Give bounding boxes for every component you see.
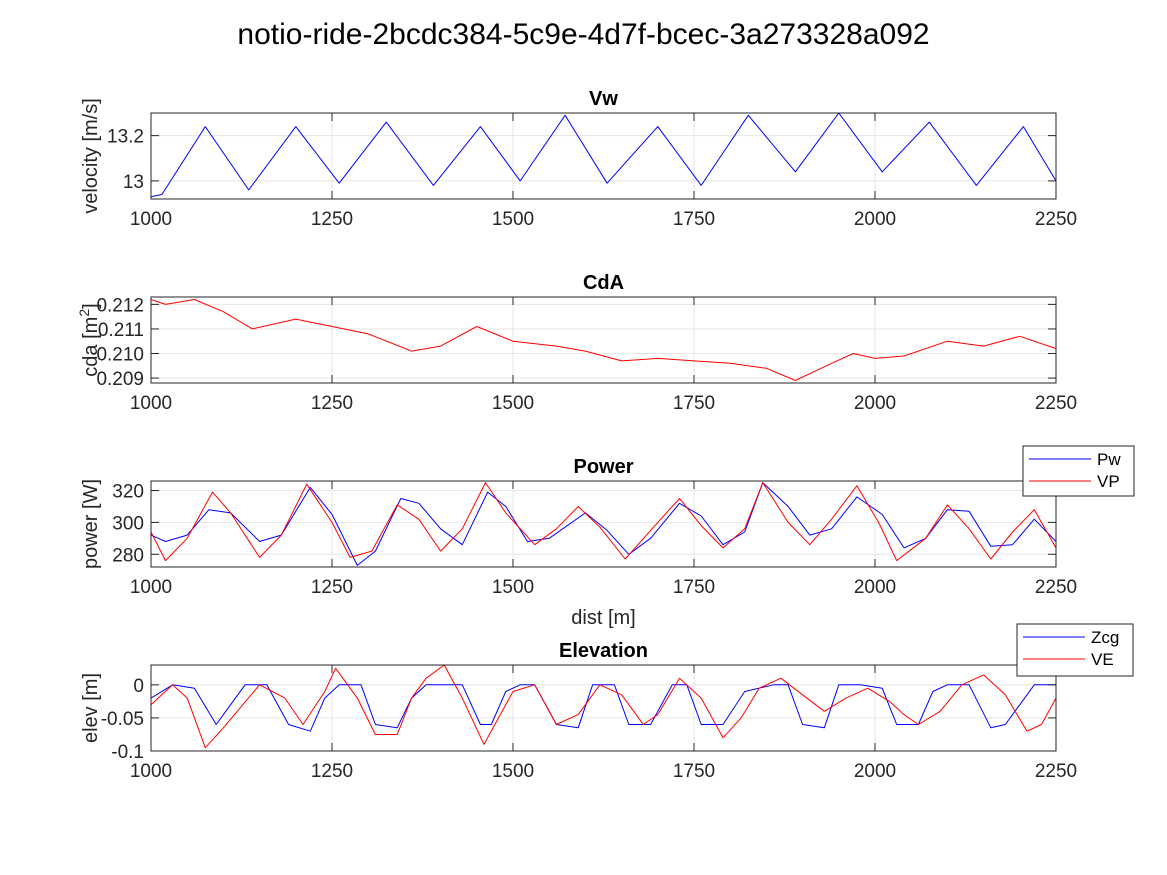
y-tick-label: -0.05 — [101, 709, 144, 730]
series-line-0 — [150, 299, 1057, 381]
subplot-cda: 1000 1250 1500 1750 2000 2250 0.209 0.210 0.211 0… — [76, 272, 1077, 414]
x-tick-label: 1750 — [673, 761, 715, 782]
x-tick-label: 2250 — [1035, 577, 1077, 598]
x-tick-label: 2000 — [854, 577, 896, 598]
x-tick-label: 1000 — [130, 209, 172, 230]
figure-title: notio-ride-2bcdc384-5c9e-4d7f-bcec-3a273… — [237, 18, 930, 51]
legend-label: Pw — [1097, 450, 1121, 469]
axes-frame — [150, 480, 1057, 568]
x-tick-label: 2250 — [1035, 209, 1077, 230]
y-axis-label: elev [m] — [80, 673, 102, 743]
legend: Pw VP — [1022, 445, 1135, 497]
y-axis-label: velocity [m/s] — [80, 98, 102, 214]
subplot-title: Vw — [589, 88, 618, 110]
y-tick-label: 0.211 — [98, 320, 144, 341]
y-axis-label: power [W] — [80, 479, 102, 569]
y-tick-label: 13 — [123, 172, 144, 193]
x-tick-label: 1250 — [311, 577, 353, 598]
bracket: ] — [80, 303, 102, 309]
x-tick-label: 2250 — [1035, 761, 1077, 782]
x-tick-label: 1500 — [492, 761, 534, 782]
x-tick-label: 2000 — [854, 761, 896, 782]
y-tick-label: 0 — [133, 676, 144, 697]
x-tick-label: 1250 — [311, 761, 353, 782]
x-tick-label: 1500 — [492, 393, 534, 414]
x-tick-label: 1750 — [673, 393, 715, 414]
legend-label: VE — [1091, 650, 1114, 669]
subplot-vw: 1000 1250 1500 1750 2000 2250 13 13.2 Vw velocity… — [80, 88, 1077, 230]
legend-label: Zcg — [1091, 628, 1119, 647]
y-tick-label: -0.1 — [111, 742, 144, 763]
subplot-power: 1000 1250 1500 1750 2000 2250 280 300 320 Power po… — [80, 445, 1135, 629]
x-tick-label: 1500 — [492, 577, 534, 598]
superscript: 2 — [76, 309, 92, 317]
x-axis-label: dist [m] — [571, 607, 635, 629]
legend-label: VP — [1097, 472, 1120, 491]
subplot-title: Elevation — [559, 640, 648, 662]
legend: Zcg VE — [1016, 623, 1134, 677]
axes-frame — [150, 112, 1057, 200]
subplot-title: CdA — [583, 272, 624, 294]
series-line-vp — [150, 482, 1057, 562]
y-tick-label: 0.209 — [96, 369, 144, 390]
x-tick-label: 1750 — [673, 209, 715, 230]
y-tick-label: 280 — [112, 545, 144, 566]
axes-frame — [150, 664, 1057, 752]
y-tick-label: 0.212 — [96, 295, 144, 316]
x-tick-label: 2250 — [1035, 393, 1077, 414]
x-tick-label: 2000 — [854, 209, 896, 230]
axes-frame — [150, 296, 1057, 384]
subplot-title: Power — [573, 456, 633, 478]
x-tick-label: 1250 — [311, 209, 353, 230]
y-tick-label: 13.2 — [107, 127, 144, 148]
x-tick-label: 1000 — [130, 393, 172, 414]
legend-box — [1016, 623, 1134, 677]
x-tick-label: 1250 — [311, 393, 353, 414]
series-line-0 — [150, 112, 1057, 198]
y-tick-label: 0.210 — [96, 345, 144, 366]
plot-area — [151, 297, 1056, 383]
y-tick-label: 320 — [112, 482, 144, 503]
y-tick-label: 300 — [112, 513, 144, 534]
plot-area — [151, 113, 1056, 199]
x-tick-label: 2000 — [854, 393, 896, 414]
series-line-pw — [150, 482, 1057, 566]
legend-box — [1022, 445, 1135, 497]
plot-area — [151, 665, 1056, 751]
series-line-zcg — [150, 684, 1056, 732]
x-tick-label: 1500 — [492, 209, 534, 230]
x-tick-label: 1000 — [130, 577, 172, 598]
x-tick-label: 1750 — [673, 577, 715, 598]
series-line-ve — [150, 664, 1057, 749]
subplot-elevation: 1000 1250 1500 1750 2000 2250 -0.1 -0.05 0 Elevat… — [80, 623, 1134, 782]
plot-area — [151, 481, 1056, 567]
x-tick-label: 1000 — [130, 761, 172, 782]
